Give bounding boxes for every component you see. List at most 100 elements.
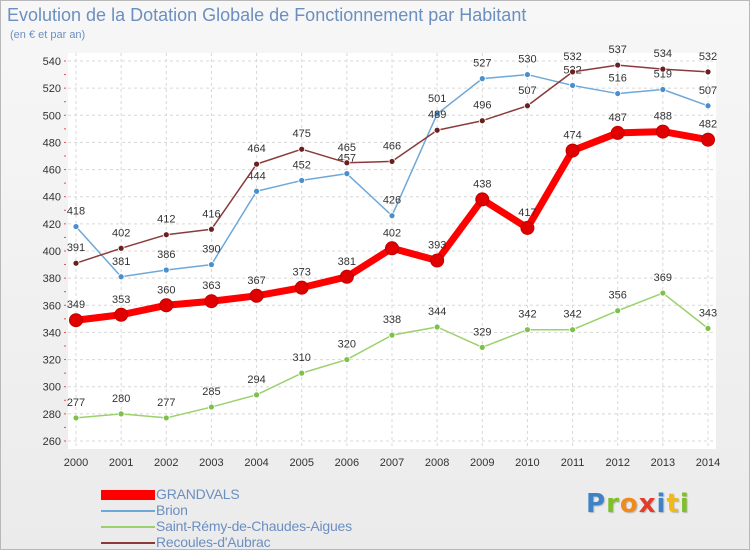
data-label: 343 [699, 307, 717, 319]
data-label: 342 [563, 309, 581, 321]
data-point [208, 225, 215, 233]
data-point [117, 273, 125, 281]
y-tick-label: 320 [43, 355, 61, 367]
data-point [249, 288, 264, 303]
data-point [159, 298, 174, 313]
data-label: 527 [473, 58, 491, 70]
data-point [478, 343, 486, 351]
data-label: 532 [563, 51, 581, 63]
chart-title: Evolution de la Dotation Globale de Fonc… [7, 5, 527, 25]
data-point [565, 143, 580, 158]
data-point [569, 326, 576, 334]
data-point [478, 117, 486, 125]
data-label: 277 [67, 397, 85, 409]
data-label: 373 [293, 267, 311, 279]
data-label: 363 [202, 280, 220, 292]
data-label: 277 [157, 397, 175, 409]
x-tick-label: 2013 [651, 457, 675, 469]
x-tick-label: 2014 [696, 457, 720, 469]
data-point [162, 414, 170, 422]
data-label: 488 [654, 111, 672, 123]
data-label: 285 [202, 386, 220, 398]
data-label: 465 [338, 142, 356, 154]
data-label: 402 [383, 227, 401, 239]
data-label: 310 [293, 352, 311, 364]
data-label: 444 [247, 170, 265, 182]
data-label: 426 [383, 195, 401, 207]
x-tick-label: 2010 [515, 457, 539, 469]
data-label: 482 [699, 119, 717, 131]
data-point [298, 369, 306, 377]
data-point [253, 391, 260, 399]
data-point [204, 294, 219, 309]
data-label: 294 [247, 374, 265, 386]
data-label: 416 [202, 208, 220, 220]
legend-swatch [101, 510, 155, 512]
x-tick-label: 2001 [109, 457, 133, 469]
data-label: 329 [473, 326, 491, 338]
y-tick-label: 500 [43, 110, 61, 122]
data-point [659, 65, 667, 73]
data-label: 507 [518, 85, 536, 97]
data-point [524, 102, 531, 110]
data-point [253, 187, 260, 195]
data-point [614, 90, 622, 97]
data-label: 496 [473, 100, 491, 112]
data-point [433, 323, 441, 331]
data-point [704, 324, 712, 332]
data-label: 367 [247, 275, 265, 287]
data-label: 412 [157, 214, 175, 226]
data-point [388, 331, 396, 339]
y-tick-label: 440 [43, 192, 61, 204]
x-tick-label: 2012 [605, 457, 629, 469]
data-point [385, 241, 399, 256]
data-point [475, 192, 490, 207]
x-tick-label: 2006 [335, 457, 359, 469]
data-point [72, 414, 80, 422]
x-tick-label: 2005 [289, 457, 313, 469]
data-label: 501 [428, 93, 446, 105]
data-point [69, 313, 83, 328]
x-tick-label: 2011 [561, 457, 585, 469]
data-point [339, 269, 354, 284]
y-tick-label: 280 [43, 409, 61, 421]
data-label: 320 [338, 339, 356, 351]
data-label: 489 [428, 109, 446, 121]
data-label: 386 [157, 249, 175, 261]
data-point [117, 410, 125, 418]
data-point [388, 158, 396, 165]
legend-label: Recoules-d'Aubrac [156, 534, 271, 550]
data-label: 418 [67, 206, 85, 218]
legend-label: Brion [156, 502, 188, 518]
data-point [208, 261, 215, 268]
y-tick-label: 260 [43, 436, 61, 448]
data-point [343, 170, 351, 178]
data-point [117, 244, 125, 252]
data-label: 507 [699, 85, 717, 97]
data-point [524, 71, 531, 78]
legend-swatch [101, 526, 155, 528]
data-label: 381 [112, 256, 130, 268]
y-tick-label: 420 [43, 219, 61, 231]
data-point [433, 110, 441, 118]
proxiti-logo: Proxiti [586, 489, 690, 519]
y-tick-label: 300 [43, 382, 61, 394]
legend-label: Saint-Rémy-de-Chaudes-Aigues [156, 518, 352, 534]
x-tick-label: 2000 [64, 457, 88, 469]
data-label: 438 [473, 178, 491, 190]
data-point [704, 102, 712, 110]
legend-swatch [101, 542, 155, 544]
x-tick-label: 2008 [425, 457, 449, 469]
x-tick-label: 2007 [380, 457, 404, 469]
y-tick-label: 380 [43, 273, 61, 285]
y-tick-label: 340 [43, 327, 61, 339]
y-tick-label: 540 [43, 56, 61, 68]
data-point [520, 220, 535, 235]
data-point [569, 82, 576, 89]
data-label: 381 [338, 256, 356, 268]
data-label: 280 [112, 393, 130, 405]
x-tick-label: 2004 [244, 457, 268, 469]
data-label: 349 [67, 299, 85, 311]
y-tick-label: 460 [43, 165, 61, 177]
